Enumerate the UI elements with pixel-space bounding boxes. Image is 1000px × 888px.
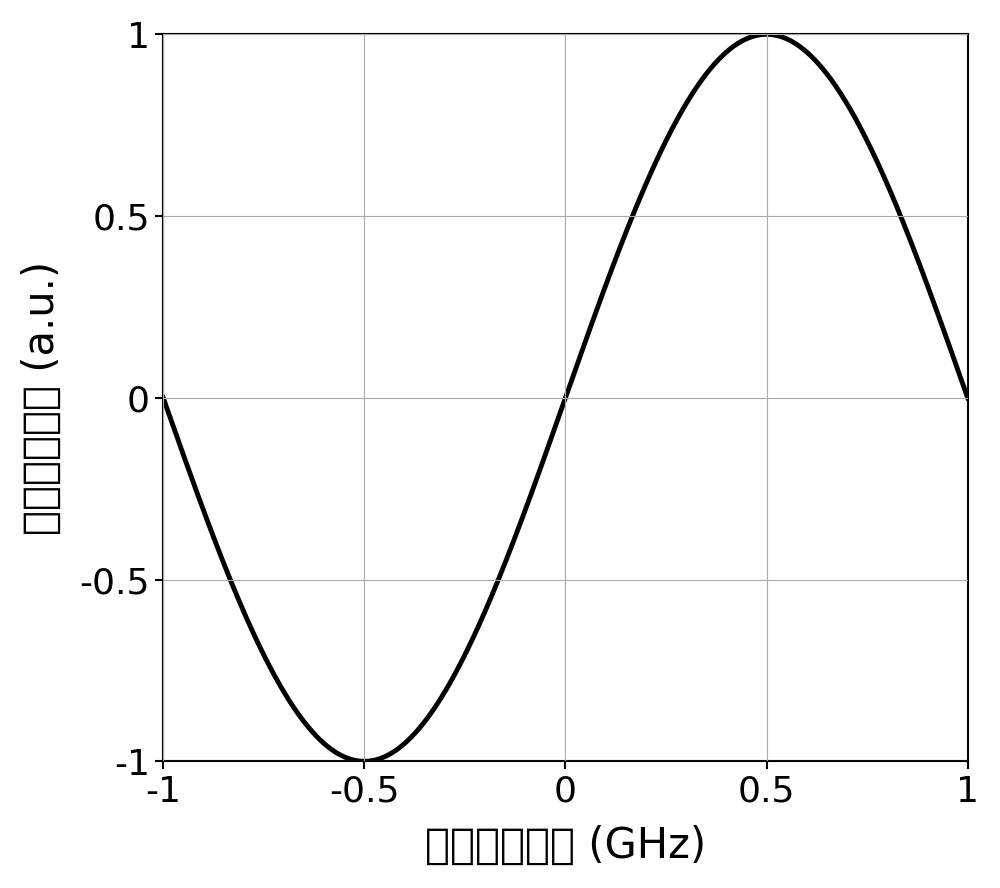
Y-axis label: 误差信号幅值 (a.u.): 误差信号幅值 (a.u.) bbox=[21, 261, 63, 535]
X-axis label: 频率失锁定量 (GHz): 频率失锁定量 (GHz) bbox=[425, 825, 706, 868]
